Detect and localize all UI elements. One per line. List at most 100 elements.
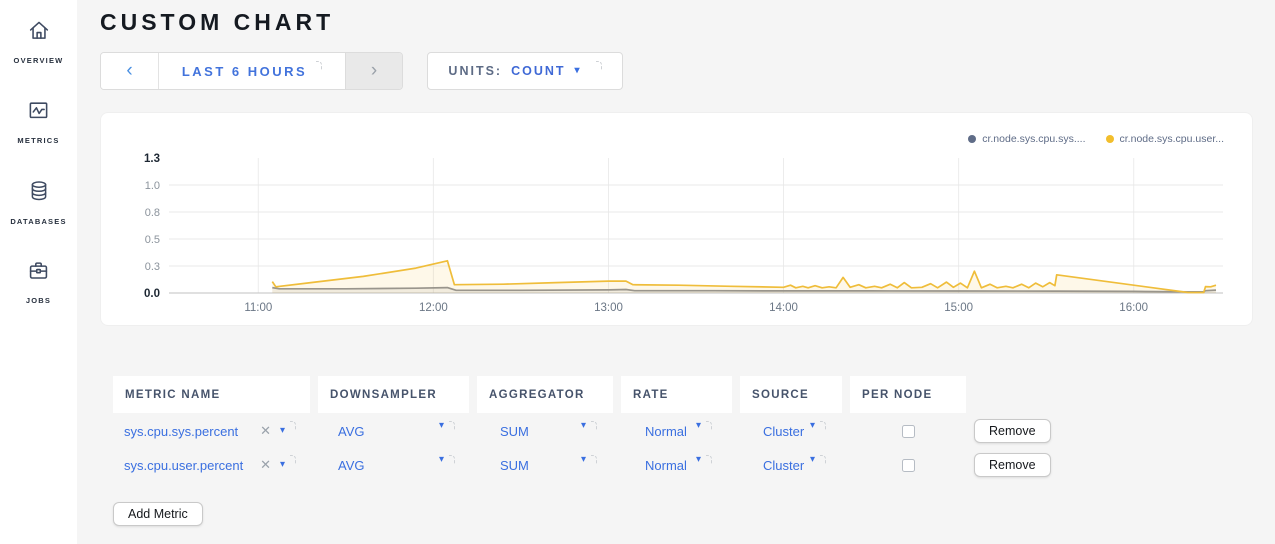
aggregator-select[interactable]: SUM ▾ — [477, 415, 613, 447]
time-range-label: LAST 6 HOURS — [181, 63, 308, 79]
select-outline-artifact — [706, 420, 712, 430]
column-header-rate: RATE — [621, 376, 732, 413]
chevron-down-icon: ▾ — [809, 453, 815, 465]
select-outline-artifact — [591, 454, 597, 464]
chevron-down-icon: ▾ — [574, 65, 582, 76]
svg-text:0.8: 0.8 — [145, 207, 160, 219]
page-title: CUSTOM CHART — [100, 9, 335, 35]
select-outline-artifact — [449, 454, 455, 464]
chart-canvas: 11:00 12:00 13:00 14:00 15:00 16:00 0.0 0.3 0.5 0… — [144, 153, 1223, 314]
aggregator-value: SUM — [500, 457, 529, 473]
sidebar-item-metrics[interactable]: METRICS — [0, 80, 77, 160]
per-node-checkbox[interactable] — [901, 458, 915, 472]
sidebar: OVERVIEW METRICS DATABASES JOBS — [0, 0, 77, 544]
downsampler-value: AVG — [338, 457, 365, 473]
clear-metric-icon[interactable]: ✕ — [260, 457, 271, 472]
rate-select[interactable]: Normal ▾ — [621, 415, 732, 447]
source-value: Cluster — [763, 457, 805, 473]
sidebar-item-overview[interactable]: OVERVIEW — [0, 0, 77, 80]
briefcase-icon — [26, 258, 51, 288]
table-row: sys.cpu.sys.percent ✕ ▾ AVG ▾ SUM ▾ Norm… — [113, 415, 1253, 447]
sidebar-item-databases[interactable]: DATABASES — [0, 160, 77, 240]
clear-metric-icon[interactable]: ✕ — [260, 423, 271, 438]
time-range-prev-button[interactable]: ‹ — [101, 53, 159, 89]
column-header-metric-name: METRIC NAME — [113, 376, 310, 413]
legend-label: cr.node.sys.cpu.user... — [1119, 133, 1224, 145]
svg-text:1.3: 1.3 — [144, 153, 160, 165]
column-header-source: SOURCE — [740, 376, 842, 413]
sidebar-item-label: OVERVIEW — [13, 56, 64, 65]
select-outline-artifact — [820, 420, 826, 430]
svg-text:11:00: 11:00 — [244, 302, 272, 314]
column-header-downsampler: DOWNSAMPLER — [318, 376, 469, 413]
chevron-down-icon: ▾ — [695, 453, 701, 465]
add-metric-button[interactable]: Add Metric — [113, 502, 203, 526]
per-node-cell — [850, 415, 966, 447]
toolbar: ‹ LAST 6 HOURS › UNITS: COUNT ▾ — [100, 52, 1253, 90]
metric-name-value[interactable]: sys.cpu.sys.percent — [124, 423, 239, 439]
units-dropdown[interactable]: UNITS: COUNT ▾ — [427, 52, 623, 90]
legend-label: cr.node.sys.cpu.sys.... — [982, 133, 1086, 145]
column-header-aggregator: AGGREGATOR — [477, 376, 613, 413]
metrics-table: METRIC NAME DOWNSAMPLER AGGREGATOR RATE … — [113, 376, 1253, 526]
legend-item-cpu-user[interactable]: cr.node.sys.cpu.user... — [1105, 133, 1224, 145]
chevron-down-icon: ▾ — [809, 419, 815, 431]
select-outline-artifact — [316, 60, 323, 70]
time-range-dropdown[interactable]: LAST 6 HOURS — [159, 53, 345, 89]
chevron-down-icon: ▾ — [695, 419, 701, 431]
legend-dot — [1105, 135, 1114, 143]
metric-name-select[interactable]: sys.cpu.user.percent ✕ ▾ — [113, 449, 310, 481]
metric-name-value[interactable]: sys.cpu.user.percent — [124, 457, 244, 473]
downsampler-select[interactable]: AVG ▾ — [318, 415, 469, 447]
downsampler-select[interactable]: AVG ▾ — [318, 449, 469, 481]
legend-dot — [968, 135, 977, 143]
table-row: sys.cpu.user.percent ✕ ▾ AVG ▾ SUM ▾ Nor… — [113, 449, 1253, 481]
legend-item-cpu-sys[interactable]: cr.node.sys.cpu.sys.... — [968, 133, 1086, 145]
units-label: UNITS: — [448, 64, 503, 78]
source-value: Cluster — [763, 423, 805, 439]
svg-text:0.3: 0.3 — [145, 261, 160, 273]
select-outline-artifact — [449, 420, 455, 430]
per-node-checkbox[interactable] — [901, 424, 915, 438]
select-outline-artifact — [595, 60, 602, 70]
chart-legend: cr.node.sys.cpu.sys.... cr.node.sys.cpu.… — [968, 133, 1224, 145]
database-icon — [27, 178, 51, 209]
svg-text:0.5: 0.5 — [145, 234, 160, 246]
sidebar-item-jobs[interactable]: JOBS — [0, 240, 77, 320]
column-header-per-node: PER NODE — [850, 376, 966, 413]
chevron-down-icon: ▾ — [279, 459, 285, 470]
chevron-down-icon: ▾ — [580, 453, 586, 465]
svg-text:15:00: 15:00 — [944, 302, 973, 314]
select-outline-artifact — [706, 454, 712, 464]
remove-button[interactable]: Remove — [974, 419, 1051, 443]
chevron-down-icon: ▾ — [279, 425, 285, 436]
column-header-actions — [974, 376, 1064, 413]
select-outline-artifact — [290, 420, 296, 430]
time-range-next-button[interactable]: › — [345, 53, 402, 89]
sidebar-item-label: METRICS — [17, 136, 60, 145]
time-range-picker: ‹ LAST 6 HOURS › — [100, 52, 403, 90]
svg-text:16:00: 16:00 — [1119, 302, 1148, 314]
chart-panel: cr.node.sys.cpu.sys.... cr.node.sys.cpu.… — [100, 112, 1253, 326]
actions-cell: Remove — [974, 449, 1064, 481]
rate-select[interactable]: Normal ▾ — [621, 449, 732, 481]
select-outline-artifact — [820, 454, 826, 464]
select-outline-artifact — [290, 454, 296, 464]
actions-cell: Remove — [974, 415, 1064, 447]
main-content: CUSTOM CHART ‹ LAST 6 HOURS › UNITS: COU… — [77, 9, 1275, 526]
downsampler-value: AVG — [338, 423, 365, 439]
aggregator-value: SUM — [500, 423, 529, 439]
metrics-icon — [26, 98, 51, 128]
chevron-left-icon: ‹ — [126, 60, 133, 81]
home-icon — [26, 18, 52, 48]
svg-text:0.0: 0.0 — [144, 288, 160, 300]
remove-button[interactable]: Remove — [974, 453, 1051, 477]
metric-name-select[interactable]: sys.cpu.sys.percent ✕ ▾ — [113, 415, 310, 447]
source-select[interactable]: Cluster ▾ — [740, 449, 842, 481]
chevron-down-icon: ▾ — [438, 419, 444, 431]
units-value: COUNT — [511, 64, 566, 78]
aggregator-select[interactable]: SUM ▾ — [477, 449, 613, 481]
svg-text:13:00: 13:00 — [594, 302, 623, 314]
chevron-down-icon: ▾ — [580, 419, 586, 431]
source-select[interactable]: Cluster ▾ — [740, 415, 842, 447]
